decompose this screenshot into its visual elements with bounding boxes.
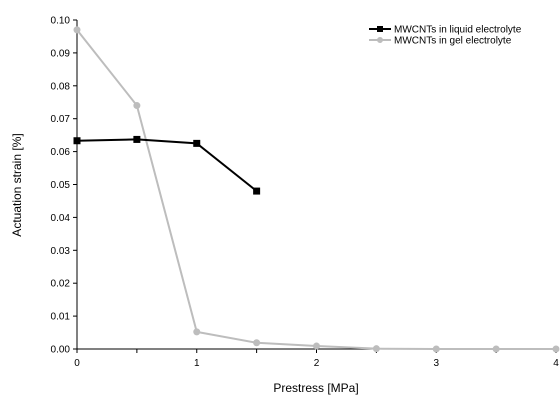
data-point-square bbox=[253, 187, 261, 195]
series-layer bbox=[73, 26, 560, 353]
series-liquid bbox=[73, 135, 261, 195]
legend-marker-circle bbox=[377, 37, 383, 43]
legend-marker-square bbox=[377, 26, 383, 32]
x-tick-label: 4 bbox=[553, 358, 559, 369]
data-point-circle bbox=[133, 102, 141, 110]
data-point-square bbox=[133, 135, 141, 143]
series-line bbox=[76, 29, 556, 350]
plot-area: 0.00 0.01 0.02 0.03 0.04 0.05 0.06 0.07 0.08 0.09… bbox=[51, 16, 560, 370]
x-tick-label: 3 bbox=[433, 358, 439, 369]
y-tick-label: 0.03 bbox=[51, 246, 71, 257]
y-axis-title: Actuation strain [%] bbox=[10, 133, 24, 236]
legend-label: MWCNTs in liquid electrolyte bbox=[394, 25, 522, 36]
data-point-circle bbox=[253, 339, 261, 347]
data-point-circle bbox=[193, 328, 201, 336]
y-tick-label: 0.01 bbox=[51, 312, 71, 323]
x-axis-title: Prestress [MPa] bbox=[273, 381, 358, 395]
y-tick-label: 0.09 bbox=[51, 48, 71, 59]
x-tick-label: 0 bbox=[74, 358, 80, 369]
data-point-square bbox=[193, 139, 201, 147]
data-point-circle bbox=[372, 345, 380, 353]
data-point-circle bbox=[552, 345, 560, 353]
y-tick-label: 0.05 bbox=[51, 180, 71, 191]
data-point-square bbox=[73, 137, 81, 145]
y-tick-label: 0.04 bbox=[51, 213, 71, 224]
y-tick-label: 0.02 bbox=[51, 279, 71, 290]
y-tick-label: 0.07 bbox=[51, 114, 71, 125]
data-point-circle bbox=[432, 345, 440, 353]
data-point-circle bbox=[492, 345, 500, 353]
y-tick-label: 0.00 bbox=[51, 345, 71, 356]
y-tick-label: 0.06 bbox=[51, 147, 71, 158]
data-point-circle bbox=[313, 342, 320, 350]
legend-label: MWCNTs in gel electrolyte bbox=[394, 36, 512, 47]
series-gel bbox=[73, 26, 560, 353]
y-tick-label: 0.10 bbox=[51, 16, 71, 27]
x-tick-label: 2 bbox=[314, 358, 320, 369]
y-tick-label: 0.08 bbox=[51, 81, 71, 92]
data-point-circle bbox=[73, 26, 81, 34]
series-line bbox=[76, 138, 258, 192]
x-tick-label: 1 bbox=[194, 358, 200, 369]
